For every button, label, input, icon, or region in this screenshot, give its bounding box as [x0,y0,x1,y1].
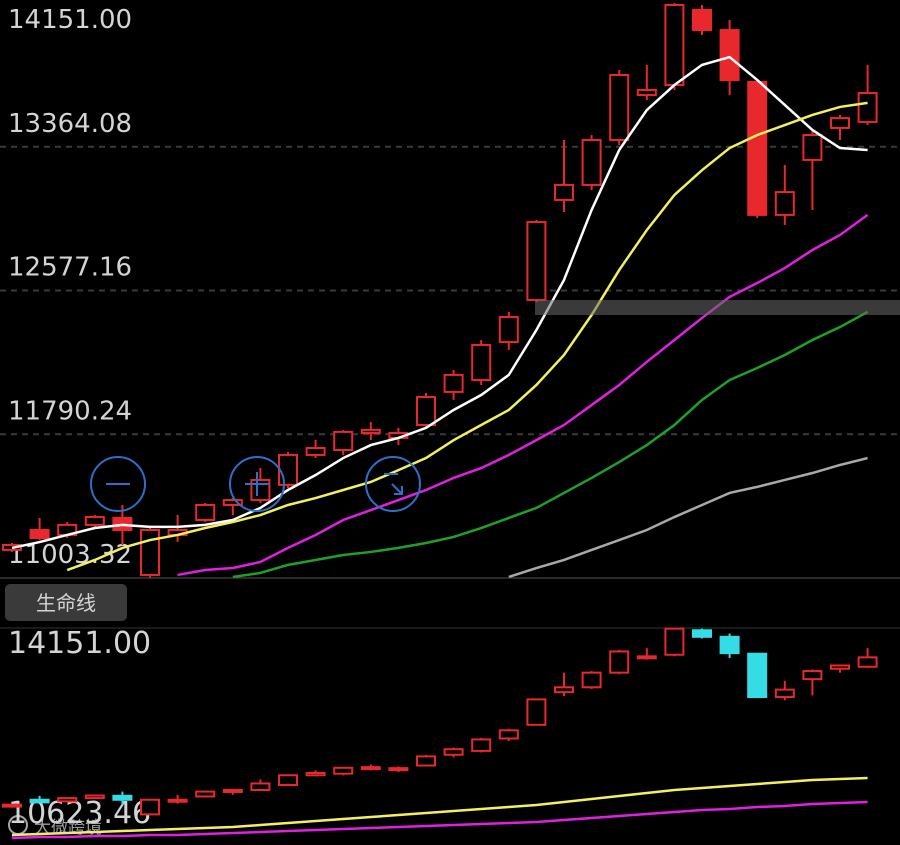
moving-average-line [11,800,868,840]
candle-body [498,729,519,740]
candle-body [195,503,216,521]
candle-body [443,748,464,756]
candle-body [416,396,436,426]
zoom-in[interactable] [229,456,285,512]
candle-body [774,688,795,699]
moving-average-line [508,456,868,579]
candle-body [29,798,50,804]
candle-body [830,117,850,129]
candle-body [333,430,354,452]
candle-body [57,797,78,803]
candle-body [692,629,712,638]
tab[interactable]: 生命线 [5,584,127,621]
moving-average-line [11,55,868,550]
jump-icon[interactable] [365,456,421,512]
y-tick-label: 11790.24 [8,396,132,426]
candle-body [140,529,160,576]
candle-body [664,4,685,87]
candle-body [305,772,326,777]
candle-body [222,499,243,506]
candle-body [609,73,630,142]
candle-body [360,428,381,435]
candle-body [195,790,216,798]
y-tick-label: 14151.00 [8,626,151,661]
candle-body [112,794,133,801]
candle-body [167,798,188,803]
candle-body [719,29,740,82]
candle-body [857,656,878,668]
y-tick-label: 12577.16 [8,253,132,283]
y-tick-label: 13364.08 [8,109,132,139]
tab-button[interactable] [5,584,127,621]
watermark: 大微跨境 [8,815,102,838]
candle-body [774,191,795,216]
candle-body [278,453,298,486]
candle-body [719,635,740,655]
candle-body [747,652,768,699]
candle-body [471,343,492,382]
candle-body [830,664,850,670]
candle-body [554,686,574,694]
candle-body [498,316,519,344]
candle-body [305,446,326,456]
candle-body [581,671,602,689]
zoom-out[interactable] [90,456,146,512]
moving-average-line [232,310,869,579]
zoom-in-icon[interactable] [229,456,285,512]
candle-body [388,767,409,772]
y-tick-label: 14151.00 [8,5,132,35]
candle-body [84,516,105,526]
candle-body [84,794,105,800]
candle-body [609,650,630,674]
moving-average-line [66,101,868,572]
candle-body [471,738,492,752]
moving-average-line [177,213,869,577]
zoom-out-icon[interactable] [90,456,146,512]
watermark-logo [8,815,28,835]
candle-body [747,80,768,216]
candle-body [333,766,354,775]
candle-body [2,803,22,808]
moving-average-line [11,776,868,837]
candle-body [636,655,657,660]
candle-body [140,798,160,816]
watermark-text: 大微跨境 [34,818,102,838]
candle-body [526,698,547,726]
candle-body [802,134,823,161]
tab-label[interactable]: 生命线 [36,591,96,615]
candle-body [802,670,823,681]
jump-symbol [384,473,403,495]
candle-body [416,755,436,767]
candle-body [554,183,574,201]
highlight-band [535,300,900,315]
candle-body [857,92,878,123]
candle-body [250,782,271,791]
candle-body [29,529,50,540]
candle-body [443,373,464,393]
candle-body [664,627,685,656]
candle-body [360,766,381,771]
candle-body [278,774,298,787]
candle-body [526,221,547,302]
candle-body [636,88,657,97]
candle-body [581,139,602,186]
jump-latest[interactable] [365,456,421,512]
candle-body [692,8,712,32]
candle-body [222,788,243,793]
candle-body [250,478,271,502]
